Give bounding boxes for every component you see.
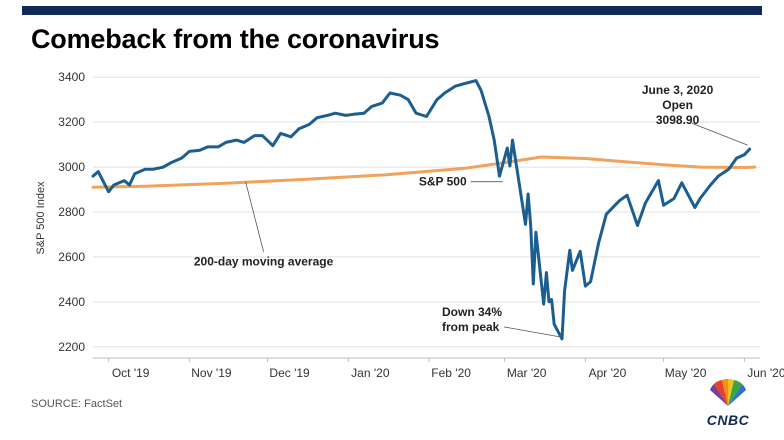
y-tick-label: 3200 [58, 115, 85, 129]
annotation-ma-leader [245, 181, 264, 252]
y-tick-label: 2800 [58, 205, 85, 219]
x-tick-label: Feb '20 [431, 366, 471, 380]
y-axis-label: S&P 500 Index [35, 181, 47, 255]
cnbc-logo-text: CNBC [706, 412, 750, 428]
sp500-series-line [91, 79, 752, 341]
x-tick-label: May '20 [665, 366, 707, 380]
annotation-june-line-2: Open [662, 98, 693, 112]
annotation-june-leader [691, 122, 748, 146]
annotation-june-line-3: 3098.90 [656, 113, 700, 127]
x-tick-label: Mar '20 [507, 366, 547, 380]
annotation-from-peak: from peak [442, 320, 500, 334]
x-tick-label: Nov '19 [191, 366, 232, 380]
annotation-down-leader [503, 326, 561, 338]
y-tick-label: 2200 [58, 340, 85, 354]
x-tick-label: Apr '20 [589, 366, 627, 380]
x-tick-label: Oct '19 [112, 366, 150, 380]
chart-title: Comeback from the coronavirus [31, 24, 440, 54]
cnbc-logo: CNBC [700, 378, 756, 428]
x-tick-label: Dec '19 [269, 366, 310, 380]
x-tick-label: Jun '20 [747, 366, 784, 380]
source-note: SOURCE: FactSet [31, 398, 123, 410]
y-tick-label: 2600 [58, 250, 85, 264]
peacock-icon [710, 378, 746, 406]
annotation-june-line-1: June 3, 2020 [642, 83, 714, 97]
annotation-down-34: Down 34% [442, 305, 502, 319]
y-tick-label: 3400 [58, 70, 85, 84]
y-tick-label: 3000 [58, 160, 85, 174]
y-tick-label: 2400 [58, 295, 85, 309]
annotation-sp500: S&P 500 [419, 175, 467, 189]
moving-average-series-line [91, 155, 757, 189]
annotation-moving-average: 200-day moving average [194, 255, 334, 269]
x-tick-label: Jan '20 [351, 366, 390, 380]
top-accent-bar [22, 6, 762, 15]
